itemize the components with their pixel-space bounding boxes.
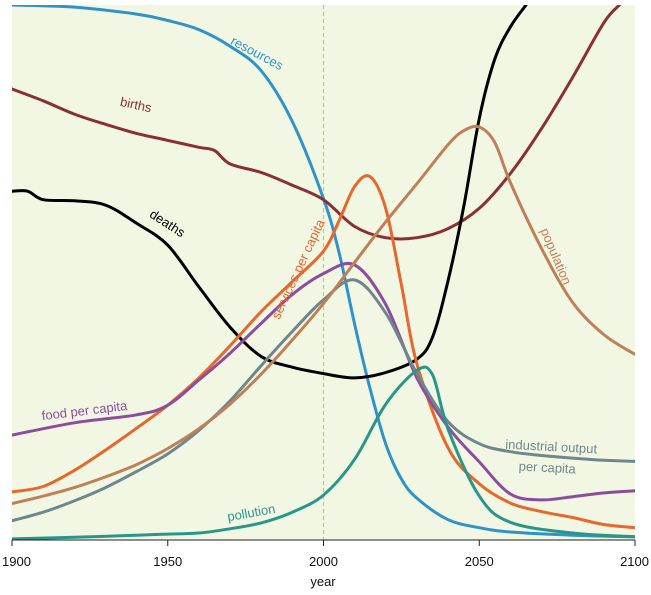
x-tick-label-2100: 2100 xyxy=(620,554,649,569)
series-label-industrial-output-per-capita: industrial output xyxy=(505,437,598,457)
x-axis-ticks: 1900 1950 2000 2050 2100 xyxy=(2,540,649,569)
series-line-deaths xyxy=(12,5,528,380)
x-tick-label-2000: 2000 xyxy=(309,554,338,569)
series-line-pollution xyxy=(12,365,635,540)
series-line-resources xyxy=(12,5,635,539)
series-line-industrial-output-per-capita xyxy=(12,278,635,523)
x-tick-label-2050: 2050 xyxy=(465,554,494,569)
x-tick-label-1950: 1950 xyxy=(153,554,182,569)
x-tick-label-1900: 1900 xyxy=(2,554,31,569)
series-line-births xyxy=(12,5,621,241)
series-line-services-per-capita xyxy=(12,174,635,530)
series-label-births: births xyxy=(119,94,154,115)
series-label-industrial-output-per-capita-line2: per capita xyxy=(518,459,577,477)
series-line-population xyxy=(12,124,635,506)
series-group xyxy=(12,5,635,540)
series-line-food-per-capita xyxy=(12,261,635,502)
x-axis-title: year xyxy=(310,574,336,589)
